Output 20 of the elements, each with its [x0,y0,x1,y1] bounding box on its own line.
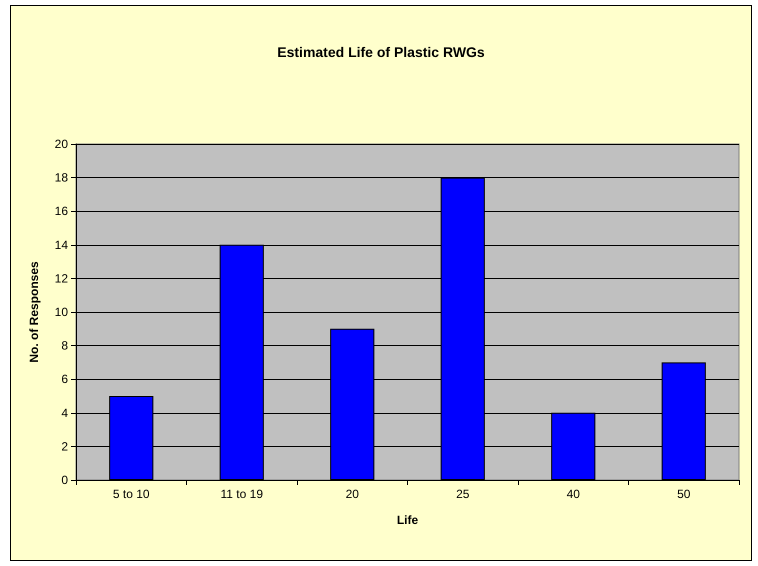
x-tick-label: 25 [456,487,470,501]
y-tick-label: 0 [61,473,68,487]
y-tick-label: 18 [54,170,68,185]
x-axis-title: Life [396,513,418,527]
y-tick-label: 2 [61,439,68,454]
x-tick-label: 11 to 19 [220,487,264,501]
x-tick-label: 5 to 10 [112,487,150,501]
y-tick-label: 20 [54,137,68,151]
x-tick-label: 20 [346,487,360,501]
y-tick-label: 16 [54,204,68,218]
y-tick-label: 12 [54,271,68,286]
x-tick-label: 40 [566,487,580,501]
y-tick-label: 14 [54,238,68,252]
y-axis-title: No. of Responses [27,261,41,363]
y-tick-label: 10 [54,305,68,319]
y-tick-label: 4 [61,406,68,420]
chart-title: Estimated Life of Plastic RWGs [277,44,485,60]
y-tick-label: 8 [61,338,68,353]
x-tick-label: 50 [677,487,691,501]
y-tick-label: 6 [61,372,68,386]
